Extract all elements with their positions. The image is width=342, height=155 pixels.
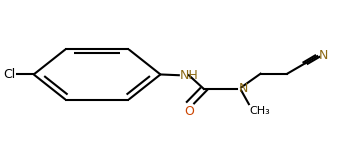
Text: N: N — [319, 49, 328, 62]
Text: CH₃: CH₃ — [250, 106, 270, 116]
Text: NH: NH — [180, 69, 198, 82]
Text: O: O — [184, 105, 194, 118]
Text: Cl: Cl — [3, 68, 15, 81]
Text: N: N — [239, 82, 248, 95]
